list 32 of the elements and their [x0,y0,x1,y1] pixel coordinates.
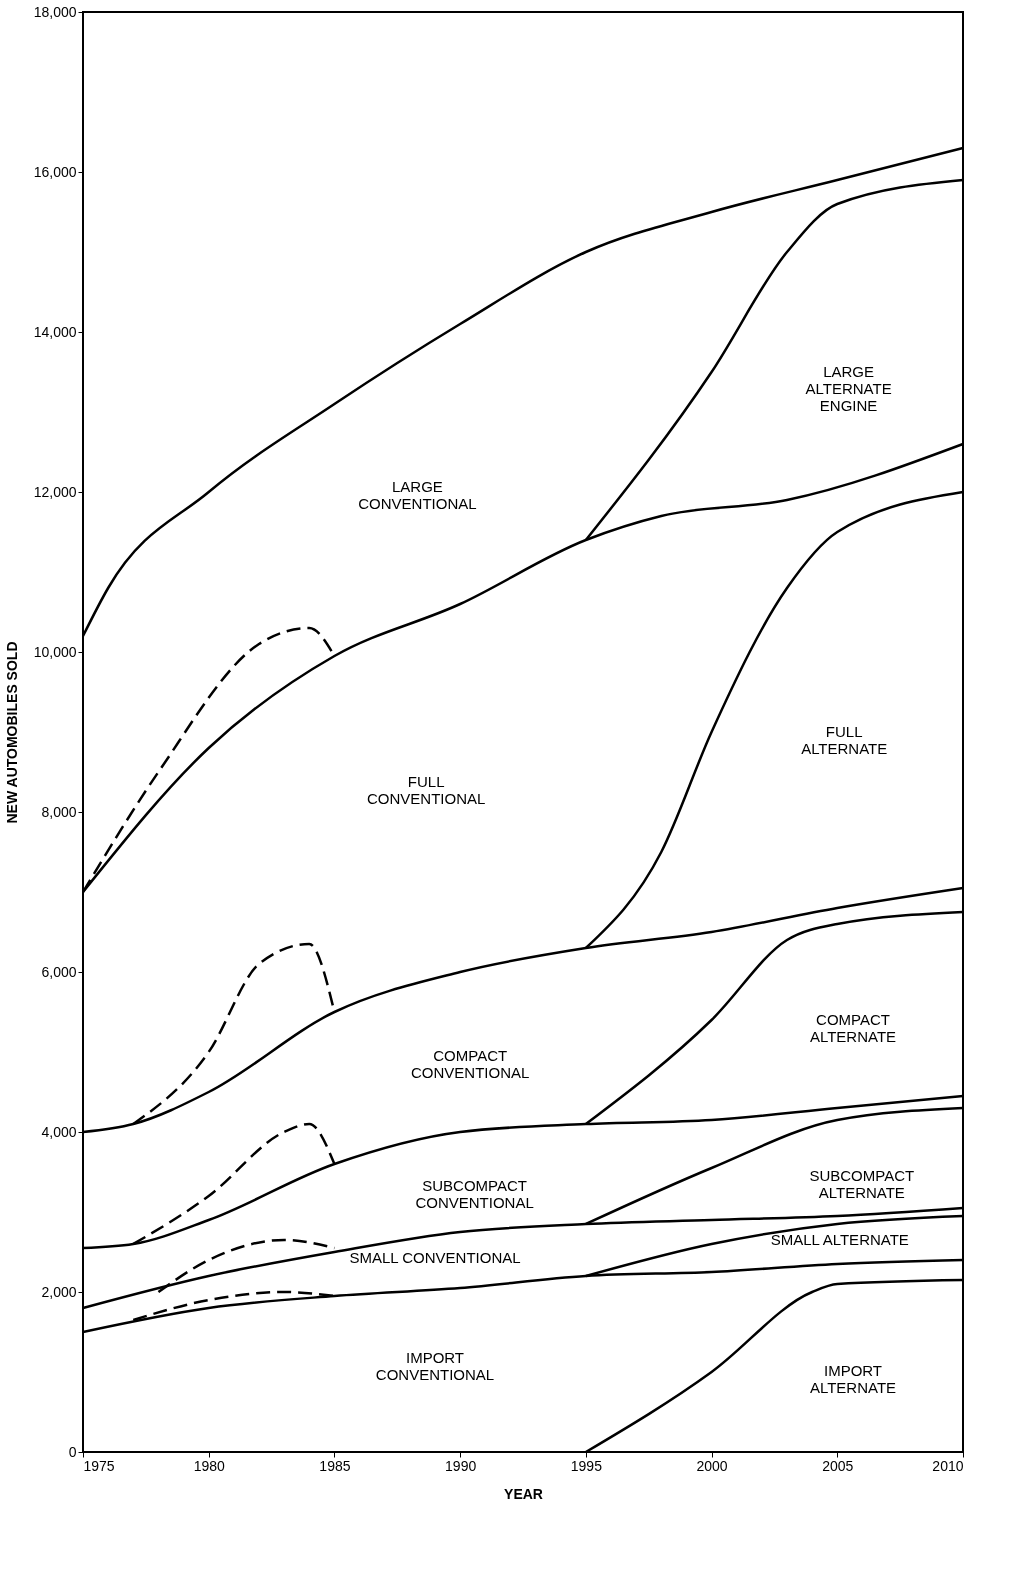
y-tick-label: 0 [68,1443,77,1460]
annotation: COMPACT CONVENTIONAL [411,1047,530,1081]
x-tick-label: 2005 [822,1457,854,1474]
y-tick-label: 14,000 [33,323,77,340]
annotation: COMPACT ALTERNATE [809,1011,897,1045]
y-tick-label: 6,000 [41,963,77,980]
annotation: SMALL ALTERNATE [770,1231,909,1249]
x-tick-label: 1980 [193,1457,225,1474]
annotation: LARGE ALTERNATE ENGINE [805,363,892,414]
annotation: FULL CONVENTIONAL [367,773,486,808]
annotation: SUBCOMPACT ALTERNATE [809,1166,915,1201]
annotation: IMPORT CONVENTIONAL [375,1349,495,1384]
y-tick-label: 2,000 [41,1283,77,1300]
annotation: FULL ALTERNATE [801,723,888,757]
x-tick-label: 1995 [570,1457,603,1474]
y-tick-label: 4,000 [41,1123,77,1140]
x-tick-label: 2010 [932,1457,964,1474]
x-tick-label: 2000 [696,1457,728,1474]
x-tick-label: 1985 [319,1457,351,1474]
annotation: SUBCOMPACT CONVENTIONAL [415,1176,534,1211]
y-tick-label: 18,000 [33,3,77,20]
annotation: SMALL CONVENTIONAL [349,1248,521,1266]
y-tick-label: 8,000 [41,803,77,820]
y-tick-label: 16,000 [33,163,77,180]
y-axis-title: NEW AUTOMOBILES SOLD [3,641,20,824]
annotation: LARGE CONVENTIONAL [358,478,477,513]
x-tick-label: 1990 [445,1457,477,1474]
y-tick-label: 10,000 [33,643,77,660]
x-tick-label: 1975 [83,1457,115,1474]
annotation: IMPORT ALTERNATE [809,1362,897,1397]
y-tick-label: 12,000 [33,483,77,500]
x-axis-title: YEAR [504,1485,543,1502]
